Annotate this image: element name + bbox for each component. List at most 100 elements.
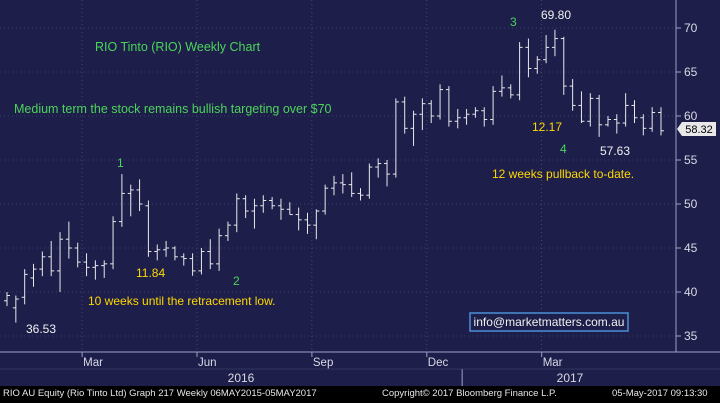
ohlc-bar — [596, 94, 603, 137]
ohlc-bar — [136, 179, 143, 212]
ohlc-bar — [384, 160, 391, 187]
pullback-low-label: 57.63 — [600, 144, 630, 158]
ohlc-bar — [428, 100, 435, 124]
y-tick-label: 45 — [684, 241, 698, 255]
wave-label-2: 2 — [233, 274, 240, 288]
email-text: info@marketmatters.com.au — [474, 315, 625, 329]
ohlc-bar — [622, 93, 629, 127]
ohlc-bar — [118, 174, 125, 227]
email-box: info@marketmatters.com.au — [469, 312, 629, 332]
ohlc-bar — [127, 184, 134, 217]
footer-bar: RIO AU Equity (Rio Tinto Ltd) Graph 217 … — [0, 386, 720, 403]
annotation-10-weeks: 10 weeks until the retracement low. — [88, 294, 275, 308]
x-month-label: Jun — [198, 357, 217, 369]
ohlc-bar — [12, 295, 19, 323]
ohlc-bar — [357, 188, 364, 201]
ohlc-bar — [437, 84, 444, 120]
y-tick-label: 55 — [684, 153, 698, 167]
ohlc-bar — [189, 253, 196, 276]
ohlc-bar — [498, 75, 505, 97]
ohlc-bar — [65, 221, 72, 259]
ohlc-bar — [516, 42, 523, 101]
x-year-label: 2016 — [228, 371, 255, 385]
ohlc-bar — [569, 79, 576, 111]
ohlc-bar — [578, 91, 585, 124]
ohlc-bar — [295, 207, 302, 231]
ohlc-bar — [286, 202, 293, 216]
ohlc-bar — [216, 228, 223, 271]
ohlc-bar — [490, 86, 497, 125]
ohlc-bar — [110, 216, 117, 270]
ohlc-bar — [57, 232, 64, 292]
footer-security-info: RIO AU Equity (Rio Tinto Ltd) Graph 217 … — [3, 388, 317, 399]
ohlc-bar — [658, 107, 664, 136]
ohlc-bar — [551, 29, 558, 57]
ohlc-bar — [224, 221, 231, 241]
annotation-medium-term: Medium term the stock remains bullish ta… — [14, 102, 332, 116]
ohlc-bar — [163, 240, 170, 257]
x-month-label: Sep — [313, 357, 333, 369]
ohlc-bar — [277, 198, 284, 220]
ohlc-bar — [587, 93, 594, 127]
ohlc-bar — [339, 174, 346, 194]
ohlc-bar — [375, 158, 382, 178]
ohlc-bar — [198, 248, 205, 275]
ohlc-bar — [410, 110, 417, 146]
ohlc-bar — [419, 98, 426, 131]
ohlc-bar — [180, 253, 187, 266]
ohlc-bar — [463, 108, 470, 125]
ohlc-bar — [4, 292, 10, 307]
y-axis-background — [676, 0, 720, 352]
ohlc-bar — [233, 193, 240, 233]
ohlc-bar — [481, 107, 488, 127]
ohlc-bar — [507, 84, 514, 99]
pullback-value-label: 12.17 — [532, 120, 562, 134]
ohlc-bar — [207, 239, 214, 270]
last-price-label: 58.32 — [685, 124, 713, 136]
ohlc-bar — [454, 108, 461, 129]
ohlc-bar — [74, 242, 81, 268]
ohlc-bar — [21, 269, 28, 305]
footer-timestamp: 05-May-2017 09:13:30 — [612, 388, 708, 399]
low-value-label: 36.53 — [26, 322, 56, 336]
ohlc-bar — [30, 263, 37, 287]
ohlc-bar — [401, 96, 408, 134]
high-value-label: 69.80 — [541, 8, 571, 22]
ohlc-bar — [251, 198, 258, 229]
x-month-label: Dec — [428, 357, 449, 369]
ohlc-bar — [171, 246, 178, 261]
ohlc-bar — [560, 36, 567, 95]
y-tick-label: 60 — [684, 109, 698, 123]
x-axis-labels: Mar Jun Sep Dec Mar 2016 2017 — [0, 352, 720, 386]
chart-title: RIO Tinto (RIO) Weekly Chart — [95, 40, 261, 54]
ohlc-bar — [260, 195, 267, 213]
ohlc-bar — [269, 196, 276, 210]
ohlc-bar — [92, 260, 99, 280]
ohlc-bar — [322, 184, 329, 215]
y-tick-label: 65 — [684, 65, 698, 79]
y-tick-label: 35 — [684, 329, 698, 343]
x-month-label: Mar — [83, 357, 103, 369]
y-tick-label: 70 — [684, 21, 698, 35]
ohlc-bar — [304, 212, 311, 234]
ohlc-bar — [83, 253, 90, 277]
ohlc-bar — [525, 38, 532, 78]
price-bars — [4, 29, 664, 323]
x-month-label: Mar — [543, 357, 563, 369]
ohlc-bar — [613, 114, 620, 134]
ohlc-bar — [48, 240, 55, 277]
x-year-label: 2017 — [557, 371, 584, 385]
ohlc-bar — [366, 163, 373, 199]
ohlc-bar — [392, 98, 399, 178]
ohlc-bar — [313, 209, 320, 240]
ohlc-bar — [331, 175, 337, 196]
retracement-value-label: 11.84 — [136, 266, 165, 280]
ohlc-bar — [39, 251, 46, 277]
footer-copyright: Copyright© 2017 Bloomberg Finance L.P. — [382, 388, 557, 399]
ohlc-bar — [649, 107, 656, 132]
last-price-tag: 58.32 — [677, 122, 716, 136]
y-tick-label: 50 — [684, 197, 698, 211]
ohlc-bar — [154, 244, 161, 261]
ohlc-bar — [348, 172, 355, 197]
y-tick-label: 40 — [684, 285, 698, 299]
